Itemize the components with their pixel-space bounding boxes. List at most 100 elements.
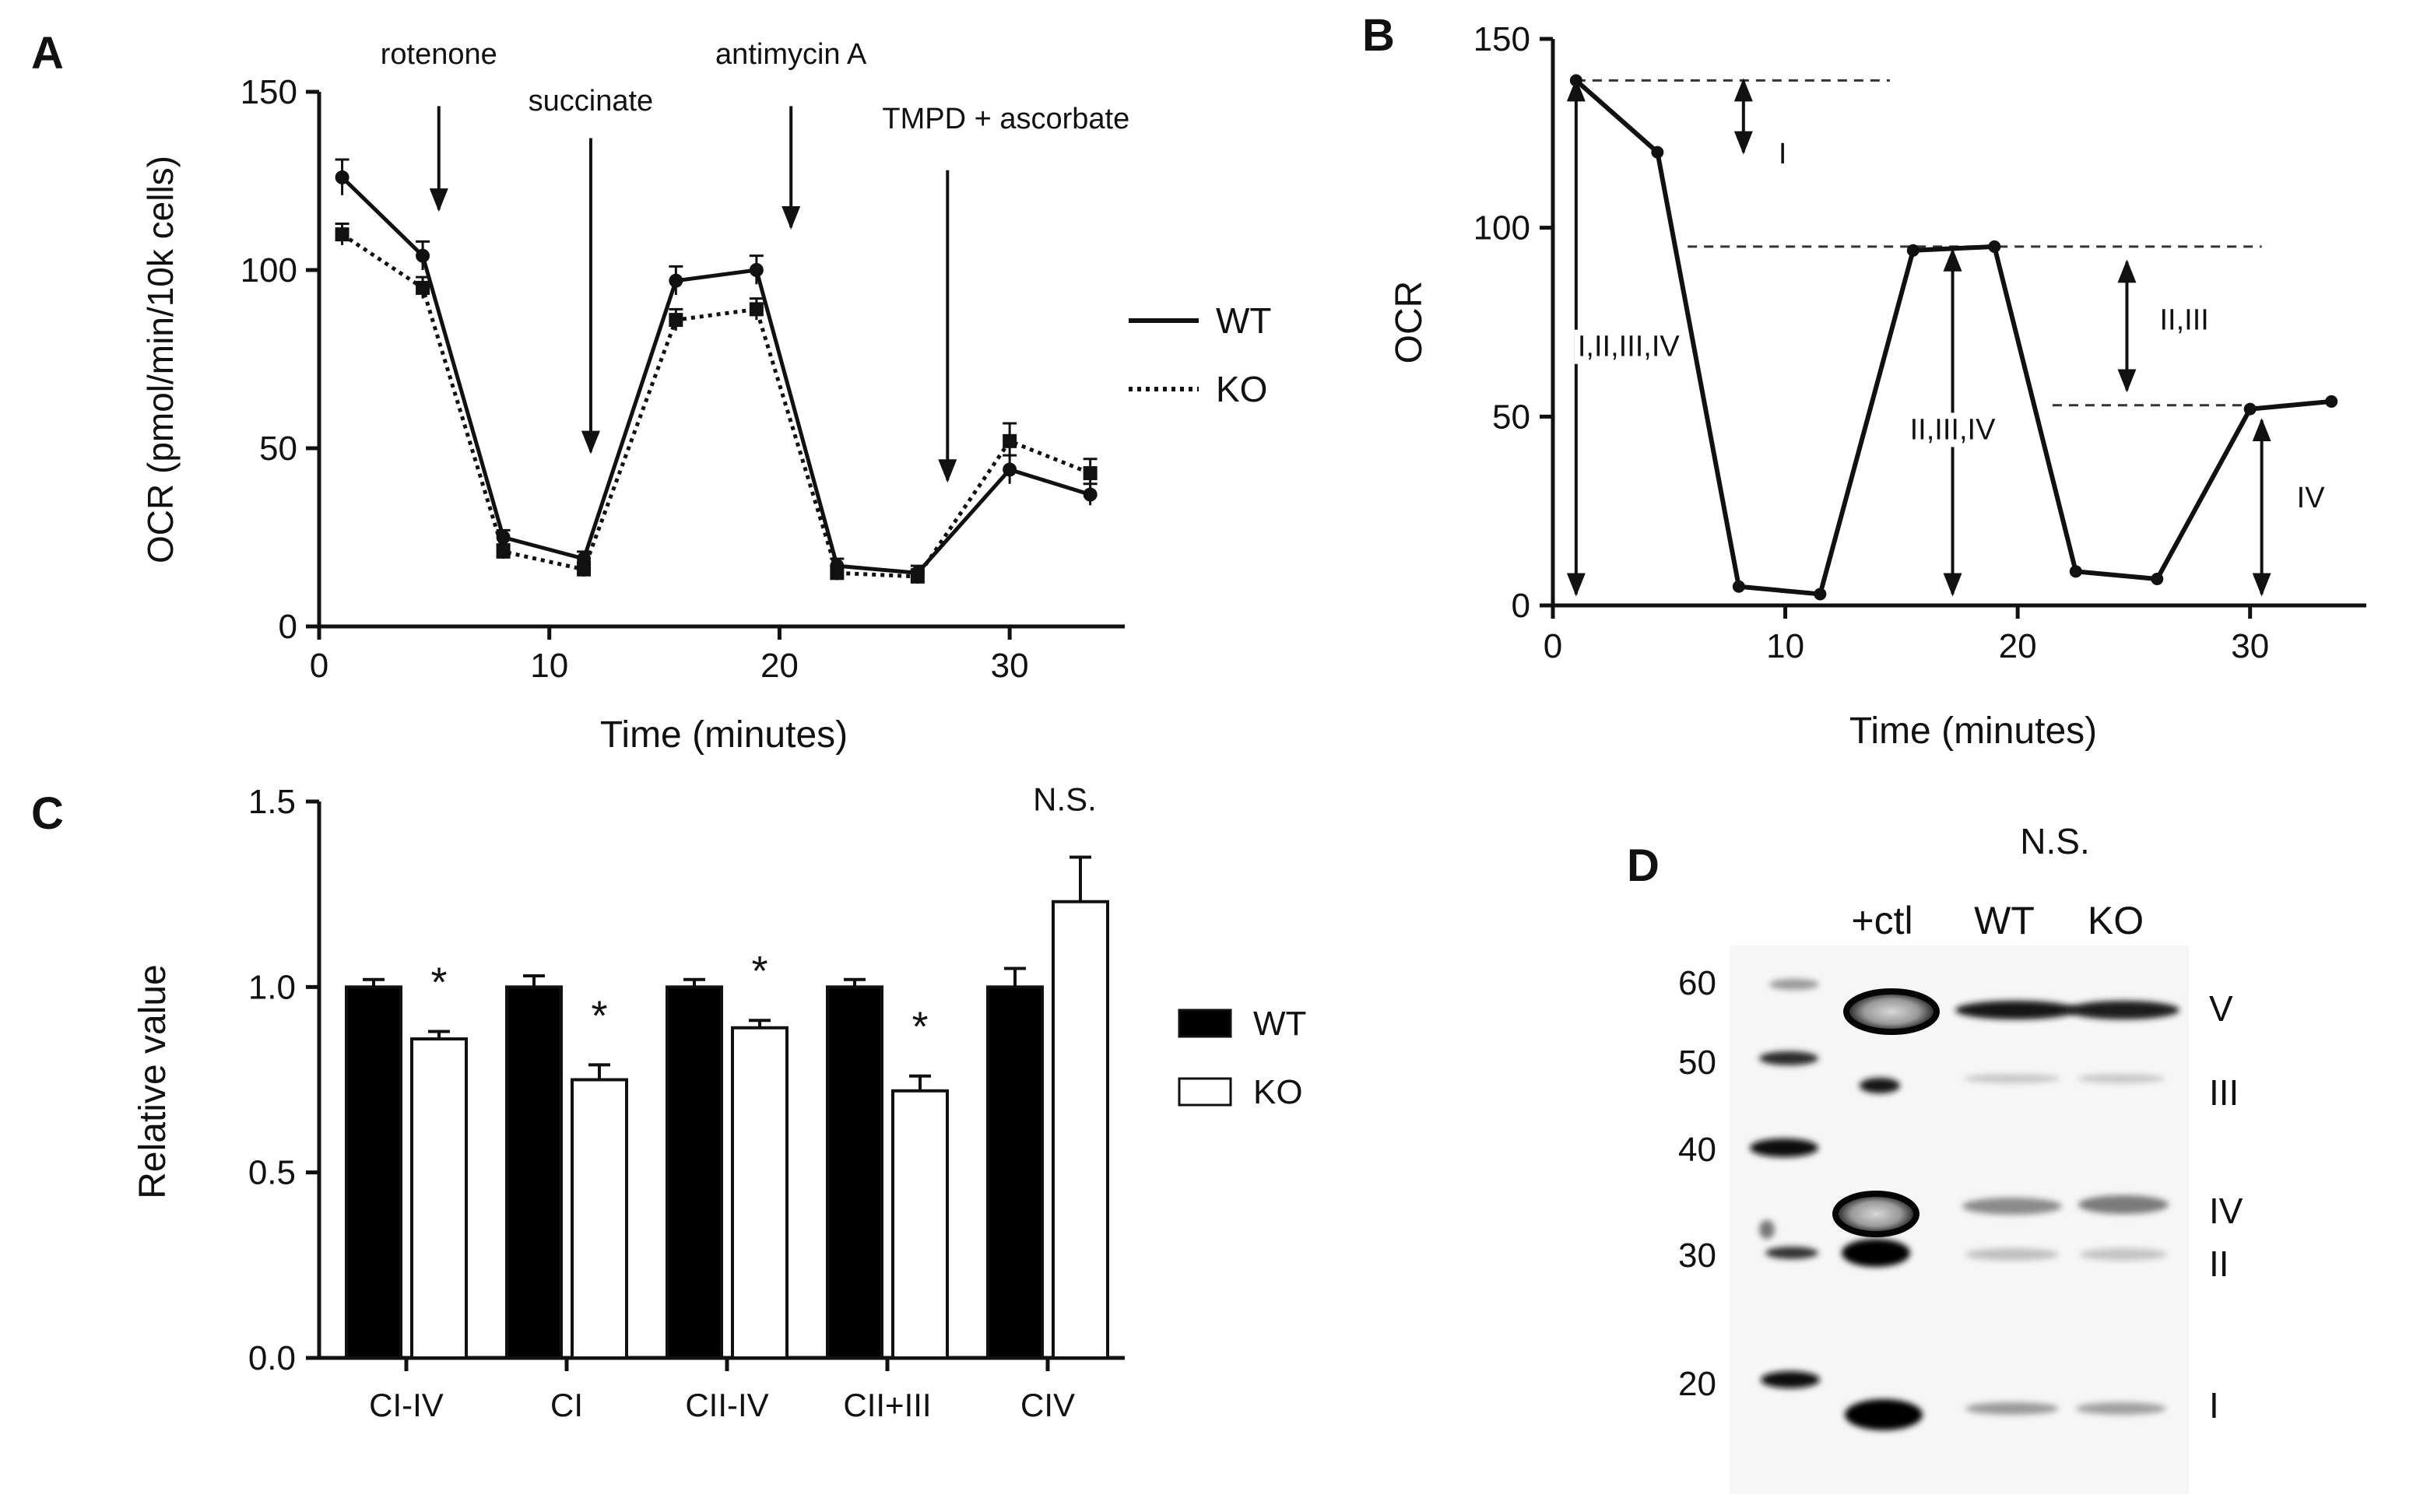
legend-label-ko-bar: KO [1253, 1073, 1303, 1111]
lane-label-ctl: +ctl [1851, 899, 1912, 942]
ladder-band-30 [1765, 1247, 1818, 1259]
panel-a-point-ko [830, 566, 845, 581]
panel-c-bar-wt [826, 985, 883, 1360]
marker-label-30: 30 [1678, 1237, 1716, 1275]
panel-a-line-ko [341, 233, 1091, 579]
blot-lane-labels: +ctl WT KO [1851, 899, 2144, 942]
panel-c-bar-ko [1052, 900, 1109, 1359]
panel-c-category-label: CIV [1020, 1387, 1075, 1423]
panel-b-xlabel: Time (minutes) [1849, 710, 2097, 752]
complex-label-iii: III [2209, 1072, 2239, 1113]
blot-ctl-lane [1832, 988, 1940, 1430]
panel-c-category-label: CI [550, 1387, 583, 1423]
panel-c-bar-wt [666, 985, 723, 1360]
legend-label-ko: KO [1216, 369, 1267, 409]
panel-a-point-ko [749, 302, 764, 317]
panel-b-ticks: 0 10 20 30 0 50 100 150 [1473, 20, 2270, 665]
panel-a-point-ko [496, 544, 511, 559]
panel-b-point [2151, 573, 2164, 586]
panel-label-c: C [31, 788, 64, 839]
blot-wt-lane [1955, 1001, 2077, 1415]
panel-c-category-label: CII-IV [685, 1387, 768, 1423]
western-blot-image [1730, 945, 2189, 1494]
panel-a-point-wt [1003, 462, 1017, 477]
panel-b-point [1569, 74, 1582, 87]
lane-label-wt: WT [1974, 899, 2035, 942]
panel-b-bracket-label: I [1779, 138, 1787, 170]
panel-b-xtick-label: 20 [1999, 627, 2037, 665]
panel-a-point-wt [749, 263, 764, 277]
panel-c-bar-wt [505, 985, 563, 1360]
panel-a-annotation-label: TMPD + ascorbate [882, 103, 1129, 135]
panel-c-category-label: CII+III [843, 1387, 931, 1423]
ladder-smear [1759, 1220, 1775, 1239]
panel-a-xtick-label: 30 [991, 647, 1029, 685]
lane-label-ko: KO [2088, 899, 2144, 942]
panel-a-point-wt [669, 273, 683, 288]
panel-b-ytick-label: 50 [1492, 398, 1530, 436]
panel-a-annotations: rotenone succinate antimycin A TMPD + ascor… [381, 38, 1129, 483]
panel-b-ytick-label: 150 [1473, 20, 1530, 58]
ko-band-i [2076, 1402, 2166, 1415]
panel-b-ylabel: OCR [1389, 281, 1430, 364]
marker-label-50: 50 [1678, 1044, 1716, 1082]
panel-c-significance: * [430, 959, 447, 1006]
panel-c-ytick-label: 1.5 [248, 783, 296, 821]
panel-c-category-label: CI-IV [369, 1387, 444, 1423]
complex-label-i: I [2209, 1385, 2219, 1426]
panel-b-point [1814, 588, 1827, 601]
ctl-band-i [1845, 1399, 1923, 1430]
complex-label-iv: IV [2209, 1191, 2243, 1231]
panel-b-point [1732, 580, 1745, 593]
panel-b-ytick-label: 100 [1473, 209, 1530, 247]
panel-label-d: D [1627, 840, 1660, 891]
blot-ko-lane [2067, 1001, 2179, 1415]
panel-c-ytick-label: 1.0 [248, 968, 296, 1006]
ko-band-ii [2080, 1248, 2167, 1261]
panel-b-point [1988, 240, 2001, 253]
panel-c-significance: * [911, 1004, 928, 1051]
panel-a-point-ko [416, 280, 430, 295]
panel-label-b: B [1362, 10, 1395, 61]
panel-b-axes [1551, 39, 2366, 608]
wt-band-ii [1965, 1248, 2059, 1261]
panel-a-axes [317, 92, 1125, 629]
panel-a-xtick-label: 10 [530, 647, 568, 685]
panel-c-bar-wt [986, 985, 1044, 1360]
ladder-band-20 [1761, 1371, 1820, 1388]
panel-c-ticks: 0.0 0.5 1.0 1.5 [248, 783, 319, 1377]
panel-a-point-ko [1083, 466, 1098, 481]
blot-significance: N.S. [2020, 821, 2089, 861]
panel-b-point [2243, 402, 2257, 416]
panel-a-line-wt [340, 176, 1091, 575]
panel-a-annotation-label: rotenone [381, 38, 497, 71]
wt-band-i [1965, 1402, 2059, 1415]
legend-swatch-wt-bar [1178, 1009, 1232, 1038]
panel-a-point-ko [669, 313, 683, 328]
panel-c-significance: * [751, 948, 767, 995]
panel-b-line [1574, 79, 2332, 597]
wt-band-iv [1962, 1198, 2062, 1215]
marker-label-60: 60 [1678, 964, 1716, 1002]
panel-d: D N.S. +ctl WT KO 60 50 40 30 20 V III I… [1627, 821, 2243, 1494]
panel-a-ticks: 0 10 20 30 0 50 100 150 [241, 73, 1029, 685]
ctl-band-v [1843, 988, 1940, 1035]
panel-c-bar-ko [410, 1037, 468, 1359]
wt-band-v [1955, 1001, 2077, 1019]
legend-label-wt: WT [1216, 300, 1272, 341]
marker-label-40: 40 [1678, 1131, 1716, 1169]
blot-complex-labels: V III IV II I [2209, 988, 2243, 1426]
ko-band-iv [2078, 1195, 2169, 1214]
panel-c-ytick-label: 0.5 [248, 1154, 296, 1192]
panel-b-xtick-label: 0 [1544, 627, 1562, 665]
panel-b-point [1906, 244, 1919, 257]
panel-a-point-ko [577, 562, 592, 577]
panel-a-xtick-label: 0 [310, 647, 328, 685]
panel-c: C 0.00.51.01.5 Relative value CI-IV*CI*C… [31, 781, 1306, 1424]
panel-a-point-ko [910, 569, 925, 584]
panel-a-point-ko [335, 227, 349, 242]
complex-label-ii: II [2209, 1244, 2229, 1284]
panel-a-ylabel: OCR (pmol/min/10k cells) [140, 156, 181, 563]
